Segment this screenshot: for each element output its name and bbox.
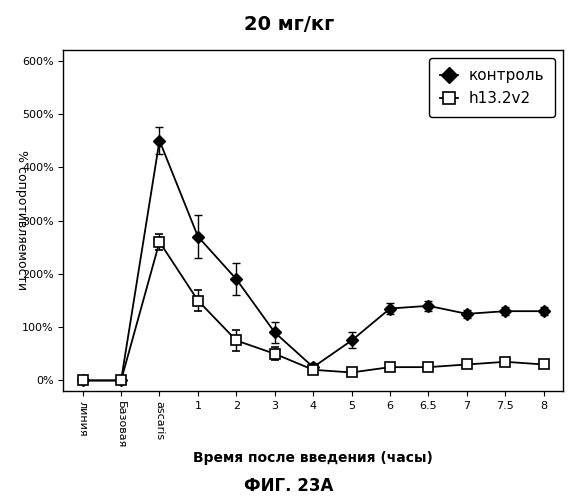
Legend: контроль, h13.2v2: контроль, h13.2v2: [429, 58, 555, 116]
Text: ФИГ. 23А: ФИГ. 23А: [244, 477, 334, 495]
X-axis label: Время после введения (часы): Время после введения (часы): [193, 451, 433, 465]
Text: 20 мг/кг: 20 мг/кг: [244, 15, 334, 34]
Y-axis label: % сопротивляемости: % сопротивляемости: [15, 150, 28, 290]
